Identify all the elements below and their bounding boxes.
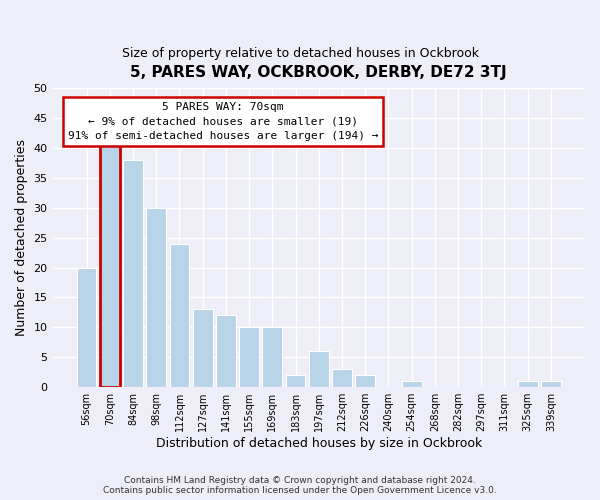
Bar [193, 310, 212, 387]
X-axis label: Distribution of detached houses by size in Ockbrook: Distribution of detached houses by size … [155, 437, 482, 450]
Text: Contains HM Land Registry data © Crown copyright and database right 2024.
Contai: Contains HM Land Registry data © Crown c… [103, 476, 497, 495]
Bar [355, 375, 375, 387]
Bar [286, 375, 305, 387]
Text: Size of property relative to detached houses in Ockbrook: Size of property relative to detached ho… [121, 48, 479, 60]
Bar [541, 381, 561, 387]
Bar [216, 316, 236, 387]
Bar [262, 328, 282, 387]
Bar [123, 160, 143, 387]
Bar [402, 381, 422, 387]
Bar [332, 370, 352, 387]
Bar [239, 328, 259, 387]
Bar [518, 381, 538, 387]
Bar [77, 268, 97, 387]
Y-axis label: Number of detached properties: Number of detached properties [15, 139, 28, 336]
Text: 5 PARES WAY: 70sqm
← 9% of detached houses are smaller (19)
91% of semi-detached: 5 PARES WAY: 70sqm ← 9% of detached hous… [68, 102, 378, 141]
Bar [309, 352, 329, 387]
Bar [170, 244, 190, 387]
Bar [100, 136, 119, 387]
Bar [146, 208, 166, 387]
Title: 5, PARES WAY, OCKBROOK, DERBY, DE72 3TJ: 5, PARES WAY, OCKBROOK, DERBY, DE72 3TJ [130, 65, 507, 80]
